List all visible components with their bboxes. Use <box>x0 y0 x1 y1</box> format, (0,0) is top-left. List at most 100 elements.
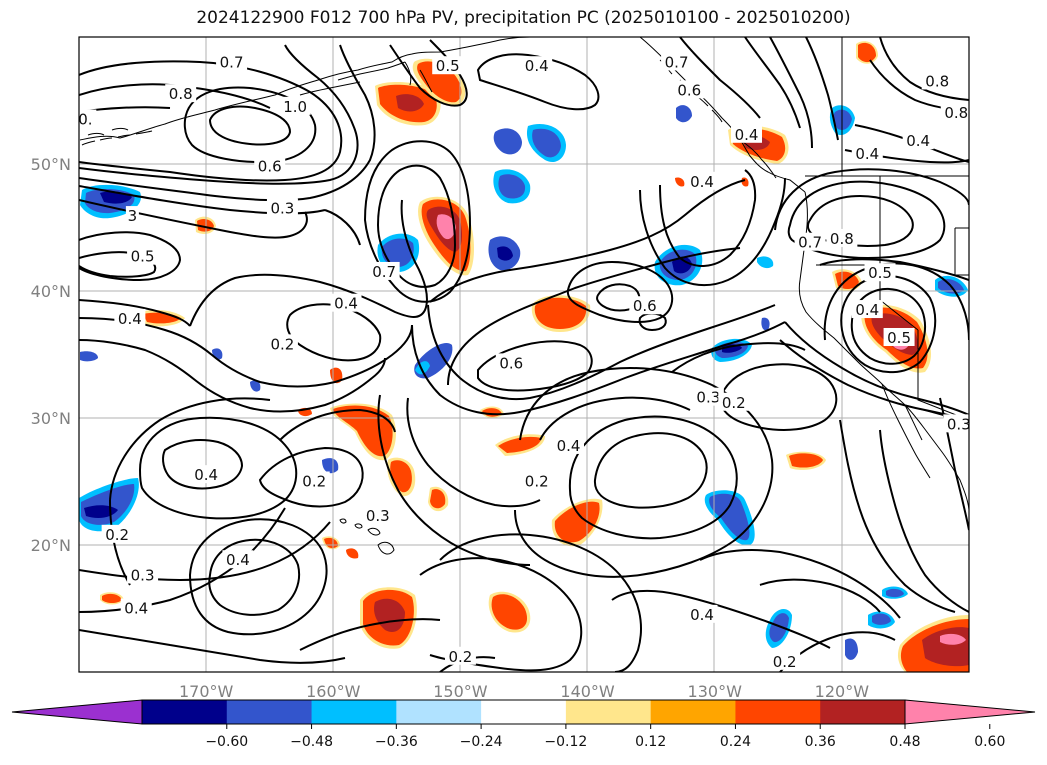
contour-label: 0.3 <box>366 507 390 525</box>
contour-label-bg <box>553 435 584 454</box>
pv-contour-0.3 <box>79 317 413 388</box>
pv-contour-0.4 <box>679 37 761 119</box>
pv-contour-0.6 <box>477 340 593 392</box>
contour-label-bg <box>362 505 394 524</box>
pv-contour-0.2 <box>258 446 364 508</box>
contour-label: 0.6 <box>258 158 282 176</box>
contour-label: 0.8 <box>925 72 949 90</box>
contour-label-bg <box>521 471 553 490</box>
contour-label-bg <box>79 109 97 128</box>
contour-label: 0.4 <box>690 606 714 624</box>
pv-contour-0.3 <box>439 533 642 672</box>
contour-label: 0.8 <box>830 230 854 248</box>
contour-label-bg <box>673 80 705 99</box>
colorbar-tick-label: 0.24 <box>720 734 751 750</box>
contour-label-bg <box>629 296 661 315</box>
pv-contour-0.4 <box>208 538 300 616</box>
lat-tick-label: 20°N <box>31 536 71 555</box>
contour-label: 1.0 <box>283 98 307 116</box>
contour-label-bg <box>127 565 159 584</box>
contour-label-bg <box>495 353 527 372</box>
coastline-us-west <box>798 191 969 511</box>
colorbar-segment <box>142 700 228 724</box>
contour-label-bg <box>686 604 718 623</box>
contour-label-bg <box>826 228 858 247</box>
contour-label: 0.3 <box>270 199 294 217</box>
colorbar-segment <box>650 700 736 724</box>
lat-axis: 50°N 40°N 30°N 20°N <box>31 155 71 555</box>
pv-contour-0.5 <box>805 37 839 141</box>
contour-label-bg <box>883 327 915 346</box>
pv-contour-0.8 <box>183 86 317 164</box>
precip-neg-area <box>532 128 561 158</box>
contour-label: 0.2 <box>270 335 294 353</box>
contour-label-bg <box>718 392 750 411</box>
pv-contour-0.4 <box>514 367 774 578</box>
map-area: 0.71.00.80.60.30.50.40.70.40.20.5 0.4 0.70… <box>79 37 971 672</box>
precip-pos-area <box>940 633 966 645</box>
contour-label: 0.5 <box>131 248 155 266</box>
lon-tick-label: 120°W <box>815 682 870 701</box>
map-frame <box>78 36 970 673</box>
contour-label: 0.4 <box>690 173 714 191</box>
contour-label-bg <box>216 52 248 71</box>
precip-pos-area <box>858 42 876 63</box>
border-arizona <box>917 330 969 421</box>
colorbar-segment <box>311 700 397 724</box>
contour-label-bg <box>769 651 801 670</box>
pv-contour-0.3 <box>671 342 806 373</box>
precip-neg-area <box>872 613 891 625</box>
contour-label: 0.2 <box>105 526 129 544</box>
coastline-aleutians <box>81 130 153 146</box>
pv-contour-0.4 <box>79 185 326 215</box>
contour-label-bg <box>298 471 330 490</box>
pv-contour-0.6 <box>363 140 472 303</box>
contour-label: 0.4 <box>557 437 581 455</box>
precip-neg-area <box>886 588 904 598</box>
precip-neg-area <box>250 380 261 392</box>
pv-contour-0.4 <box>411 321 786 416</box>
pv-contour-0.3 <box>377 394 531 566</box>
lon-tick-label: 150°W <box>433 682 488 701</box>
precip-neg-area <box>493 128 522 155</box>
lon-tick-label: 160°W <box>306 682 361 701</box>
pv-contour-0.2 <box>79 339 386 413</box>
contour-label: 0.8 <box>944 104 968 122</box>
contour-label-bg <box>444 646 476 665</box>
colorbar-segment <box>481 700 567 724</box>
contour-label: 0.4 <box>334 295 358 313</box>
contour-label-bg <box>125 206 139 225</box>
pv-contour-0.4 <box>823 262 969 341</box>
contour-label: 0.6 <box>499 354 523 372</box>
contour-label-bg <box>266 198 298 217</box>
pv-contour-1.0 <box>208 105 292 146</box>
precip-pos-area <box>491 594 528 630</box>
colorbar-tick-label: −0.48 <box>290 734 333 750</box>
contour-label-bg <box>114 308 146 327</box>
pv-contour-0.3 <box>784 321 969 416</box>
contour-label: 0.6 <box>677 81 701 99</box>
lon-tick-label: 130°W <box>688 682 743 701</box>
coastline-bering-islands <box>87 128 129 136</box>
pv-contour-0.5 <box>850 288 927 365</box>
contour-label-bg <box>921 71 953 90</box>
pv-contour-0.2 <box>79 629 346 664</box>
precip-neg-area <box>769 613 789 643</box>
contour-label: 0.3 <box>947 415 971 433</box>
precip-neg-area <box>761 317 770 331</box>
pv-contour-0.2 <box>839 419 956 613</box>
precip-neg-area <box>415 361 430 375</box>
pv-contour-0.3 <box>138 416 298 520</box>
precip-pos-area <box>102 593 122 603</box>
colorbar-frame <box>141 699 906 725</box>
pv-contour-0.4 <box>79 251 157 278</box>
precip-neg-area <box>845 638 858 660</box>
contour-label: 0.4 <box>855 301 879 319</box>
pv-contour-0.4 <box>79 299 191 327</box>
pv-contour-0.7 <box>744 37 801 129</box>
contour-label: 0.4 <box>194 466 218 484</box>
pv-contour-0.7 <box>787 180 946 260</box>
lon-tick-label: 140°W <box>560 682 615 701</box>
colorbar-tick-label: −0.60 <box>205 734 248 750</box>
